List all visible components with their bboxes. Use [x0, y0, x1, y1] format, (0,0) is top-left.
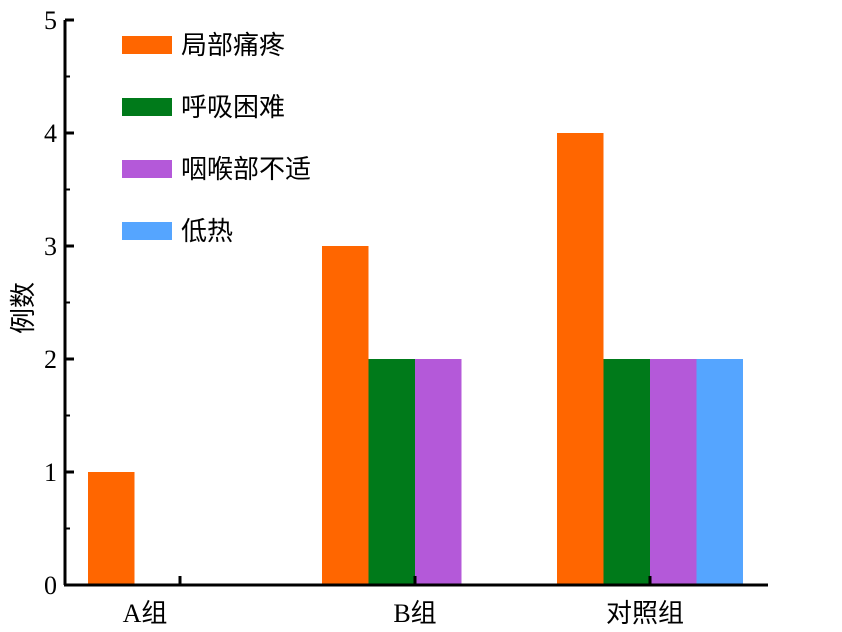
bar	[557, 133, 604, 585]
bar	[368, 359, 415, 585]
x-tick-label: A组	[123, 599, 168, 628]
y-tick-label: 5	[44, 6, 57, 35]
bar	[696, 359, 743, 585]
y-tick-label: 1	[44, 458, 57, 487]
bar	[88, 472, 135, 585]
x-ticks-group: A组 B组 对照组	[123, 576, 684, 628]
y-tick-label: 3	[44, 232, 57, 261]
legend-swatch	[122, 222, 172, 240]
legend-swatch	[122, 36, 172, 54]
y-ticks-group: 0 1 2 3 4 5	[44, 6, 74, 600]
legend-swatch	[122, 160, 172, 178]
legend-label: 局部痛疼	[181, 31, 285, 61]
bar	[650, 359, 697, 585]
y-tick-label: 2	[44, 345, 57, 374]
bar	[415, 359, 462, 585]
bars-group	[88, 133, 743, 585]
legend-label: 呼吸困难	[181, 93, 285, 123]
x-tick-label: 对照组	[606, 599, 684, 628]
legend-label: 低热	[181, 217, 233, 247]
y-tick-label: 4	[44, 119, 57, 148]
bar	[603, 359, 650, 585]
y-tick-label: 0	[44, 571, 57, 600]
legend-label: 咽喉部不适	[181, 155, 311, 185]
legend-swatch	[122, 98, 172, 116]
y-axis-label: 例数	[9, 282, 39, 334]
bar	[322, 246, 369, 585]
x-tick-label: B组	[393, 599, 436, 628]
